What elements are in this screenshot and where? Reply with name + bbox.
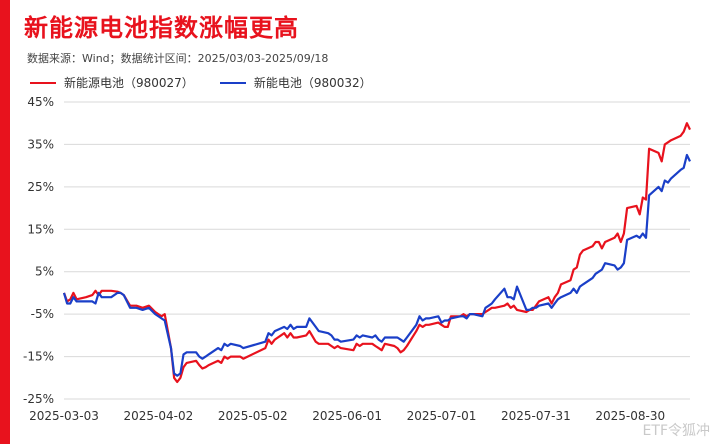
legend-label-980027: 新能源电池（980027）: [64, 76, 194, 90]
y-tick-label: 45%: [27, 95, 54, 109]
legend-item-battery-980032: 新能电池（980032）: [219, 74, 372, 91]
y-tick-label: -15%: [23, 350, 54, 364]
legend-label-980032: 新能电池（980032）: [253, 76, 372, 90]
y-tick-label: -5%: [31, 307, 54, 321]
x-tick-label: 2025-05-02: [218, 409, 288, 423]
series-line-980032: [62, 153, 691, 377]
x-tick-label: 2025-03-03: [29, 409, 99, 423]
legend-swatch-red: [30, 81, 56, 84]
y-tick-label: -25%: [23, 392, 54, 406]
legend-item-battery-980027: 新能源电池（980027）: [30, 74, 194, 91]
legend-swatch-blue: [219, 81, 246, 84]
y-tick-label: 5%: [35, 265, 54, 279]
x-tick-label: 2025-07-31: [501, 409, 571, 423]
x-tick-label: 2025-06-01: [312, 409, 382, 423]
x-tick-label: 2025-04-02: [123, 409, 193, 423]
data-source-note: 数据来源：Wind；数据统计区间：2025/03/03-2025/09/18: [27, 52, 329, 65]
chart-title: 新能源电池指数涨幅更高: [24, 14, 299, 42]
y-tick-label: 25%: [27, 180, 54, 194]
chart-legend: 新能源电池（980027） 新能电池（980032）: [30, 74, 372, 91]
x-tick-label: 2025-08-30: [595, 409, 665, 423]
accent-side-bar: [0, 0, 10, 444]
y-tick-label: 15%: [27, 222, 54, 236]
x-tick-label: 2025-07-01: [407, 409, 477, 423]
watermark-text: ETF令狐冲: [642, 423, 710, 439]
series-line-980027: [62, 122, 691, 384]
y-tick-label: 35%: [27, 137, 54, 151]
